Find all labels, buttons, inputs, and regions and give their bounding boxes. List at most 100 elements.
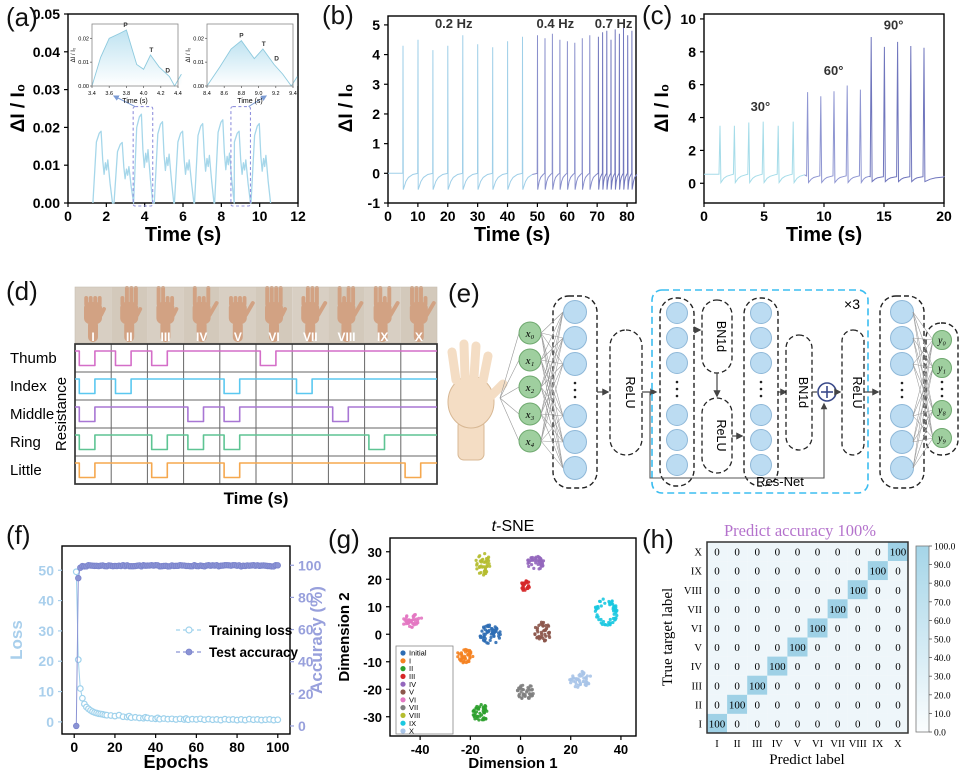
svg-text:P: P [123, 22, 128, 29]
svg-text:0: 0 [855, 680, 861, 692]
svg-text:90°: 90° [884, 18, 904, 33]
svg-text:0: 0 [855, 661, 861, 673]
svg-text:0: 0 [855, 623, 861, 635]
svg-text:IX: IX [377, 330, 388, 344]
svg-text:0: 0 [795, 604, 801, 616]
svg-text:4: 4 [688, 110, 696, 126]
svg-text:0: 0 [734, 566, 740, 578]
svg-text:0.0: 0.0 [934, 729, 946, 739]
svg-text:Accuracy (%): Accuracy (%) [307, 586, 326, 694]
svg-text:0.4 Hz: 0.4 Hz [537, 16, 575, 31]
svg-text:0: 0 [734, 661, 740, 673]
panel-g-chart: -40 -20 0 20 40 -30 -20 -10 0 10 20 30 t-SNE Dimensio… [336, 518, 637, 770]
svg-text:VI: VI [691, 624, 703, 635]
svg-text:x₃: x₃ [525, 409, 535, 421]
svg-text:0: 0 [375, 627, 382, 642]
svg-text:0: 0 [895, 642, 901, 654]
panel-f-label: (f) [6, 520, 31, 550]
svg-text:x₂: x₂ [525, 382, 535, 394]
panel-d-label: (d) [6, 276, 38, 306]
svg-text:-40: -40 [411, 742, 430, 757]
panel-c-label: (c) [642, 0, 673, 30]
svg-text:0: 0 [815, 604, 821, 616]
svg-text:0: 0 [835, 566, 841, 578]
svg-text:0: 0 [855, 699, 861, 711]
svg-text:0: 0 [835, 585, 841, 597]
svg-text:0: 0 [714, 604, 720, 616]
svg-text:0: 0 [895, 623, 901, 635]
svg-text:70: 70 [589, 208, 605, 224]
svg-text:True target label: True target label [660, 588, 676, 686]
svg-text:D: D [165, 67, 170, 74]
svg-text:60: 60 [189, 739, 205, 755]
svg-text:Initial: Initial [409, 649, 427, 658]
svg-text:D: D [274, 55, 279, 62]
svg-text:II: II [126, 330, 133, 344]
svg-text:V: V [794, 739, 802, 750]
svg-text:0: 0 [775, 585, 781, 597]
panel-h-chart: Predict accuracy 100% 0 0 0 0 0 0 0 0 0 100 X 0 0 0 0 0 0… [660, 521, 956, 768]
svg-text:0: 0 [875, 604, 881, 616]
svg-text:0: 0 [835, 623, 841, 635]
svg-text:0: 0 [835, 680, 841, 692]
svg-text:4: 4 [372, 47, 380, 63]
svg-text:ΔI / I₀: ΔI / I₀ [336, 84, 357, 133]
svg-text:0: 0 [714, 623, 720, 635]
svg-text:X: X [894, 739, 902, 750]
svg-text:40: 40 [614, 742, 628, 757]
svg-text:P: P [239, 33, 244, 40]
svg-text:0.01: 0.01 [33, 157, 60, 173]
panel-e-label: (e) [448, 278, 480, 308]
svg-text:Thumb: Thumb [10, 350, 57, 367]
svg-text:Ring: Ring [10, 434, 41, 451]
svg-text:20: 20 [936, 208, 952, 224]
svg-text:0: 0 [815, 699, 821, 711]
svg-text:0: 0 [875, 623, 881, 635]
svg-text:0: 0 [46, 714, 54, 730]
svg-text:100: 100 [729, 699, 746, 711]
svg-text:8: 8 [688, 44, 696, 60]
svg-text:Time (s): Time (s) [224, 489, 289, 508]
svg-text:0: 0 [714, 585, 720, 597]
svg-text:0: 0 [895, 585, 901, 597]
svg-text:0: 0 [895, 566, 901, 578]
svg-text:30°: 30° [751, 99, 771, 114]
svg-text:0: 0 [775, 547, 781, 559]
panel-d: I II III IV V VI VII VIII IX XThumbIndexMiddleRin… [10, 286, 438, 508]
svg-text:y₁: y₁ [937, 364, 946, 375]
svg-text:II: II [409, 664, 413, 673]
svg-text:Test accuracy: Test accuracy [209, 645, 299, 660]
svg-text:100: 100 [829, 604, 846, 616]
svg-text:X: X [415, 330, 423, 344]
svg-text:0: 0 [755, 623, 761, 635]
svg-text:VI: VI [812, 739, 824, 750]
svg-text:0.04: 0.04 [33, 44, 60, 60]
svg-text:30: 30 [470, 208, 486, 224]
svg-text:9.2: 9.2 [272, 91, 280, 97]
svg-text:-20: -20 [461, 742, 480, 757]
svg-text:50: 50 [530, 208, 546, 224]
svg-text:-20: -20 [363, 682, 382, 697]
svg-text:ΔI / I₀: ΔI / I₀ [652, 84, 673, 133]
panel-a-label: (a) [6, 2, 38, 32]
svg-text:0: 0 [815, 661, 821, 673]
svg-text:0: 0 [372, 165, 380, 181]
svg-text:Time (s): Time (s) [145, 224, 221, 246]
svg-text:0: 0 [855, 642, 861, 654]
svg-text:8.6: 8.6 [220, 91, 228, 97]
svg-text:Time (s): Time (s) [122, 98, 147, 105]
svg-text:0: 0 [775, 680, 781, 692]
svg-text:IV: IV [691, 662, 702, 673]
svg-text:Time (s): Time (s) [237, 98, 262, 105]
svg-text:100: 100 [870, 566, 887, 578]
svg-text:12: 12 [290, 208, 306, 224]
svg-text:9.4: 9.4 [289, 91, 297, 97]
svg-text:0: 0 [775, 718, 781, 730]
svg-text:20: 20 [38, 653, 54, 669]
svg-text:100: 100 [850, 585, 867, 597]
panel-a-chart: 0 2 4 6 8 10 12 0.00 0.01 0.02 0.03 0.04 0.05 Time (s… [8, 6, 306, 246]
svg-text:0: 0 [815, 585, 821, 597]
svg-text:x₁: x₁ [525, 355, 535, 367]
svg-text:80: 80 [298, 589, 314, 605]
